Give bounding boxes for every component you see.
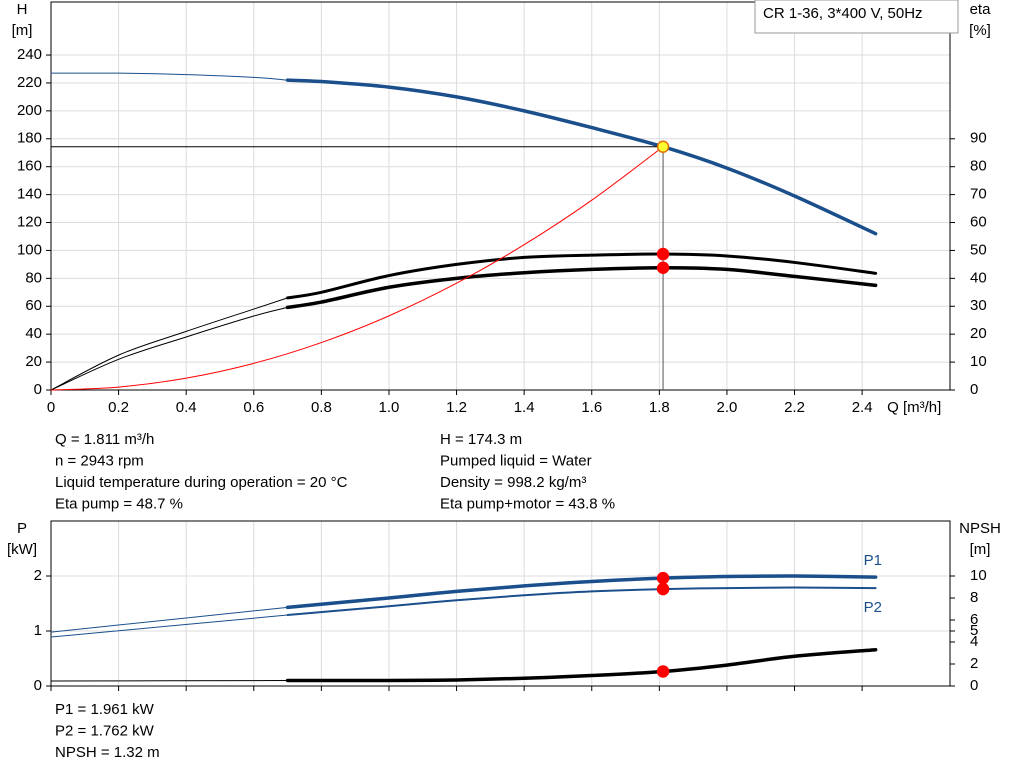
y2-tick-label: 60 [970,213,987,230]
y-tick-label: 120 [17,213,42,230]
series-line [50,680,289,682]
info-line: P1 = 1.961 kW [55,701,155,718]
y-tick-label: 2 [34,567,42,584]
x-tick-label: 1.6 [581,399,602,416]
y2-tick-label: 10 [970,567,987,584]
y-tick-label: 20 [25,353,42,370]
y-tick-label: 140 [17,186,42,203]
x-axis-title: Q [m³/h] [887,399,941,416]
y2-tick-label: 80 [970,158,987,175]
x-tick-label: 2.4 [852,399,873,416]
y-tick-label: 160 [17,158,42,175]
x-tick-label: 0.6 [243,399,264,416]
legend-text: CR 1-36, 3*400 V, 50Hz [763,5,923,22]
series-label: P2 [864,599,882,616]
plot-frame [50,520,951,687]
y-tick-label: 180 [17,130,42,147]
x-tick-label: 1.4 [514,399,535,416]
duty-point [656,247,670,261]
y2-tick-label: 40 [970,269,987,286]
series-line [285,265,878,310]
y-axis-unit: [kW] [7,541,37,558]
y-tick-label: 0 [34,381,42,398]
y-tick-label: 40 [25,325,42,342]
y-axis-title: H [17,1,28,18]
x-axis-title-bg [885,396,958,418]
series-line [285,78,878,236]
info-line: NPSH = 1.32 m [55,744,160,761]
x-tick-label: 2.2 [784,399,805,416]
info-line: H = 174.3 m [440,431,522,448]
y-tick-label: 100 [17,241,42,258]
y2-axis-title: eta [970,1,992,18]
series-label: P1 [864,552,882,569]
y-axis-unit: [m] [12,22,33,39]
duty-point [656,140,670,153]
y2-tick-label: 0 [970,677,978,694]
plot-frame [50,1,951,391]
x-tick-label: 0.2 [108,399,129,416]
y2-axis-unit: [m] [970,541,991,558]
y2-tick-label: 2 [970,655,978,672]
x-tick-label: 0 [47,399,55,416]
y-tick-label: 1 [34,622,42,639]
series-line [50,606,289,633]
x-tick-label: 1.2 [446,399,467,416]
series-line [50,306,289,391]
y-tick-label: 60 [25,297,42,314]
series-line [286,586,877,617]
y-tick-label: 0 [34,677,42,694]
legend-box [754,0,959,34]
duty-point [656,571,670,585]
series-line [285,574,878,610]
x-tick-label: 0.4 [176,399,197,416]
duty-point [656,582,670,596]
y2-tick-label: 0 [970,381,978,398]
y-tick-label: 200 [17,102,42,119]
y-tick-label: 240 [17,46,42,63]
y-tick-label: 80 [25,269,42,286]
series-line [50,146,664,391]
y2-tick-label: 5 [970,622,978,639]
y2-tick-label: 30 [970,297,987,314]
series-line [286,252,878,300]
series-line [285,647,878,683]
info-line: Liquid temperature during operation = 20… [55,474,348,491]
info-line: Pumped liquid = Water [440,452,592,469]
y2-tick-label: 70 [970,186,987,203]
y2-tick-label: 6 [970,611,978,628]
y2-tick-label: 4 [970,633,978,650]
duty-point [656,665,670,678]
y2-axis-title: NPSH [959,520,1001,537]
x-tick-label: 1.0 [379,399,400,416]
series-line [50,297,289,391]
info-line: Eta pump = 48.7 % [55,495,183,512]
x-tick-label: 1.8 [649,399,670,416]
info-line: n = 2943 rpm [55,452,144,469]
info-line: Q = 1.811 m³/h [55,431,154,448]
y2-tick-label: 90 [970,130,987,147]
y-axis-title: P [17,520,27,537]
info-line: Eta pump+motor = 43.8 % [440,495,615,512]
x-tick-label: 0.8 [311,399,332,416]
y2-tick-label: 20 [970,325,987,342]
series-line [50,72,289,81]
x-tick-label: 2.0 [717,399,738,416]
y2-tick-label: 10 [970,353,987,370]
y2-tick-label: 8 [970,589,978,606]
info-line: Density = 998.2 kg/m³ [440,474,586,491]
series-line [50,614,289,638]
y2-tick-label: 50 [970,241,987,258]
duty-point [656,261,670,274]
info-line: P2 = 1.762 kW [55,722,155,739]
y-tick-label: 220 [17,74,42,91]
y2-axis-unit: [%] [969,22,991,39]
